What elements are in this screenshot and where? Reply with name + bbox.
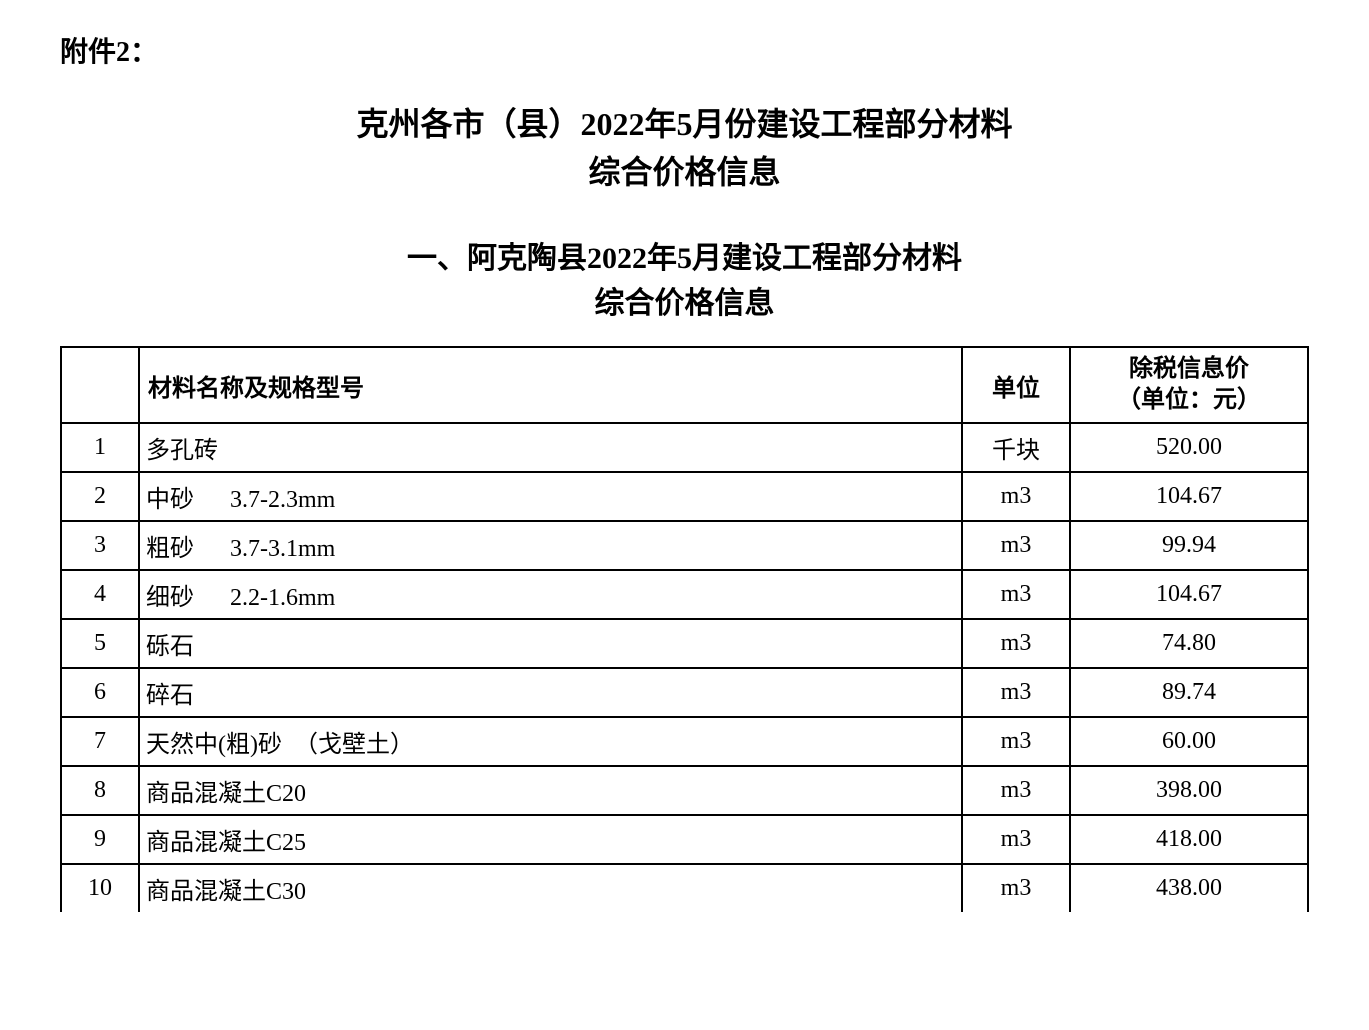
cell-price: 104.67 [1070,472,1308,521]
table-row: 7天然中(粗)砂 （戈壁土）m360.00 [61,717,1308,766]
cell-name: 商品混凝土C30 [139,864,962,912]
cell-num: 10 [61,864,139,912]
cell-num: 2 [61,472,139,521]
attachment-label: 附件2： [60,30,1309,70]
cell-name: 砾石 [139,619,962,668]
cell-num: 5 [61,619,139,668]
price-table-wrap: 材料名称及规格型号 单位 除税信息价 （单位：元） 1多孔砖千块520.002中… [60,346,1309,912]
cell-name: 天然中(粗)砂 （戈壁土） [139,717,962,766]
table-row: 8商品混凝土C20m3398.00 [61,766,1308,815]
cell-name: 细砂 2.2-1.6mm [139,570,962,619]
cell-name: 粗砂 3.7-3.1mm [139,521,962,570]
table-row: 5砾石m374.80 [61,619,1308,668]
col-header-unit: 单位 [962,347,1070,423]
table-body: 1多孔砖千块520.002中砂 3.7-2.3mmm3104.673粗砂 3.7… [61,423,1308,912]
cell-num: 6 [61,668,139,717]
col-header-price-line1: 除税信息价 [1079,354,1299,385]
price-table: 材料名称及规格型号 单位 除税信息价 （单位：元） 1多孔砖千块520.002中… [60,346,1309,912]
col-header-name: 材料名称及规格型号 [139,347,962,423]
cell-name: 商品混凝土C25 [139,815,962,864]
section-title: 一、阿克陶县2022年5月建设工程部分材料 综合价格信息 [60,236,1309,326]
cell-num: 1 [61,423,139,472]
cell-unit: m3 [962,864,1070,912]
cell-unit: m3 [962,472,1070,521]
table-row: 4细砂 2.2-1.6mmm3104.67 [61,570,1308,619]
cell-price: 438.00 [1070,864,1308,912]
cell-price: 520.00 [1070,423,1308,472]
table-row: 6碎石m389.74 [61,668,1308,717]
cell-name: 多孔砖 [139,423,962,472]
cell-unit: 千块 [962,423,1070,472]
col-header-num [61,347,139,423]
cell-num: 8 [61,766,139,815]
main-title-line1: 克州各市（县）2022年5月份建设工程部分材料 [60,100,1309,148]
cell-name: 碎石 [139,668,962,717]
cell-unit: m3 [962,521,1070,570]
cell-num: 7 [61,717,139,766]
table-header-row: 材料名称及规格型号 单位 除税信息价 （单位：元） [61,347,1308,423]
main-title: 克州各市（县）2022年5月份建设工程部分材料 综合价格信息 [60,100,1309,196]
cell-name: 商品混凝土C20 [139,766,962,815]
table-row: 9商品混凝土C25m3418.00 [61,815,1308,864]
cell-price: 74.80 [1070,619,1308,668]
cell-price: 398.00 [1070,766,1308,815]
table-row: 1多孔砖千块520.00 [61,423,1308,472]
cell-unit: m3 [962,668,1070,717]
cell-unit: m3 [962,570,1070,619]
cell-price: 89.74 [1070,668,1308,717]
col-header-price-line2: （单位：元） [1079,385,1299,416]
cell-unit: m3 [962,766,1070,815]
cell-num: 4 [61,570,139,619]
cell-unit: m3 [962,619,1070,668]
cell-price: 418.00 [1070,815,1308,864]
col-header-price: 除税信息价 （单位：元） [1070,347,1308,423]
section-title-line2: 综合价格信息 [60,281,1309,326]
table-row: 2中砂 3.7-2.3mmm3104.67 [61,472,1308,521]
cell-num: 3 [61,521,139,570]
cell-num: 9 [61,815,139,864]
cell-unit: m3 [962,815,1070,864]
cell-price: 99.94 [1070,521,1308,570]
cell-price: 60.00 [1070,717,1308,766]
cell-price: 104.67 [1070,570,1308,619]
table-row: 3粗砂 3.7-3.1mmm399.94 [61,521,1308,570]
section-title-line1: 一、阿克陶县2022年5月建设工程部分材料 [60,236,1309,281]
cell-unit: m3 [962,717,1070,766]
table-row: 10商品混凝土C30m3438.00 [61,864,1308,912]
main-title-line2: 综合价格信息 [60,148,1309,196]
cell-name: 中砂 3.7-2.3mm [139,472,962,521]
